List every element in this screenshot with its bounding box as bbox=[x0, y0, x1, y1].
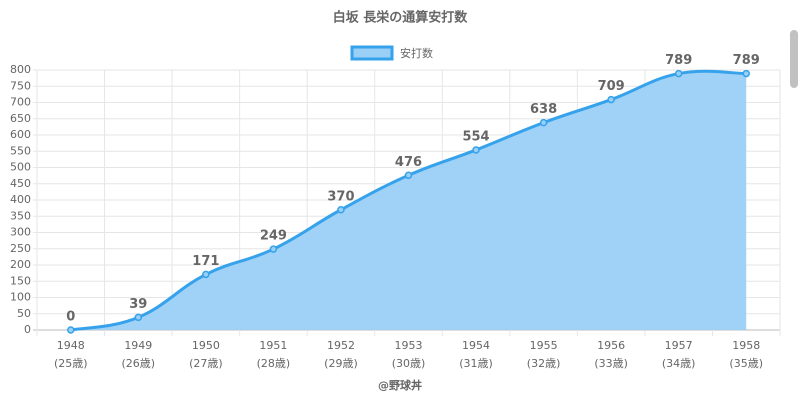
point bbox=[337, 206, 345, 214]
y-tick-label: 700 bbox=[10, 96, 31, 109]
y-tick-label: 50 bbox=[17, 307, 31, 320]
x-tick-label: 1957 bbox=[665, 339, 693, 352]
x-tick-label: 1953 bbox=[395, 339, 423, 352]
y-tick-label: 250 bbox=[10, 242, 31, 255]
x-tick-sublabel: (34歳) bbox=[662, 357, 696, 370]
x-tick-label: 1949 bbox=[124, 339, 152, 352]
x-tick-label: 1948 bbox=[57, 339, 85, 352]
x-tick-sublabel: (27歳) bbox=[189, 357, 223, 370]
data-label: 0 bbox=[66, 310, 75, 325]
point bbox=[472, 146, 480, 154]
point bbox=[539, 118, 548, 127]
data-label: 370 bbox=[327, 189, 354, 204]
y-tick-label: 150 bbox=[10, 274, 31, 287]
data-label: 476 bbox=[395, 155, 422, 170]
x-tick-label: 1951 bbox=[259, 339, 287, 352]
point bbox=[134, 313, 143, 322]
x-tick-label: 1950 bbox=[192, 339, 220, 352]
y-tick-label: 350 bbox=[10, 209, 31, 222]
area bbox=[70, 71, 747, 330]
point bbox=[742, 69, 750, 78]
x-tick-label: 1955 bbox=[530, 339, 558, 352]
y-tick-label: 200 bbox=[10, 258, 31, 271]
data-label: 171 bbox=[192, 254, 219, 269]
x-tick-label: 1952 bbox=[327, 339, 355, 352]
y-tick-label: 750 bbox=[10, 79, 31, 92]
x-tick-label: 1956 bbox=[597, 339, 625, 352]
data-label: 789 bbox=[733, 53, 760, 68]
y-tick-label: 450 bbox=[10, 177, 31, 190]
y-tick-label: 550 bbox=[10, 144, 31, 157]
y-tick-label: 650 bbox=[10, 112, 31, 125]
y-tick-label: 300 bbox=[10, 226, 31, 239]
point bbox=[67, 326, 75, 334]
footer: @野球丼 bbox=[378, 378, 422, 392]
data-label: 249 bbox=[260, 229, 287, 244]
x-tick-sublabel: (35歳) bbox=[729, 357, 763, 370]
x-tick-sublabel: (28歳) bbox=[257, 357, 291, 370]
y-tick-label: 600 bbox=[10, 128, 31, 141]
legend-label: 安打数 bbox=[400, 46, 433, 60]
x-tick-sublabel: (30歳) bbox=[392, 357, 426, 370]
x-tick-sublabel: (29歳) bbox=[324, 357, 358, 370]
data-label: 709 bbox=[598, 79, 625, 94]
x-tick-label: 1958 bbox=[732, 339, 760, 352]
point bbox=[404, 171, 413, 180]
x-tick-sublabel: (25歳) bbox=[54, 357, 88, 370]
data-label: 638 bbox=[530, 102, 557, 117]
y-tick-label: 800 bbox=[10, 63, 31, 76]
y-tick-label: 400 bbox=[10, 193, 31, 206]
point bbox=[607, 95, 615, 104]
chart-title: 白坂 長栄の通算安打数 bbox=[333, 10, 469, 26]
y-tick-label: 0 bbox=[24, 323, 31, 336]
x-tick-sublabel: (26歳) bbox=[122, 357, 156, 370]
legend-swatch bbox=[350, 45, 394, 61]
scrollbar[interactable] bbox=[790, 30, 798, 88]
point bbox=[202, 270, 210, 279]
data-label: 554 bbox=[462, 129, 489, 144]
x-tick-sublabel: (31歳) bbox=[459, 357, 493, 370]
y-tick-label: 100 bbox=[10, 291, 31, 304]
point bbox=[269, 245, 278, 253]
x-tick-label: 1954 bbox=[462, 339, 490, 352]
point bbox=[674, 69, 683, 78]
data-label: 789 bbox=[665, 53, 692, 68]
x-tick-sublabel: (32歳) bbox=[527, 357, 561, 370]
x-tick-sublabel: (33歳) bbox=[594, 357, 628, 370]
data-label: 39 bbox=[129, 297, 147, 312]
y-tick-label: 500 bbox=[10, 161, 31, 174]
